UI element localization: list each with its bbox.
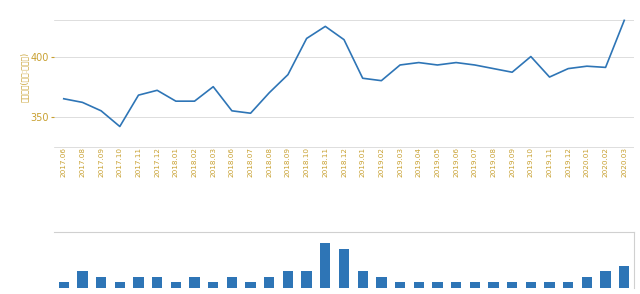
Y-axis label: 거래금액(단위:백만원): 거래금액(단위:백만원) xyxy=(20,51,29,101)
Bar xyxy=(208,283,218,288)
Bar xyxy=(545,283,555,288)
Bar xyxy=(451,283,461,288)
Bar xyxy=(77,271,88,288)
Bar xyxy=(376,277,387,288)
Bar xyxy=(413,283,424,288)
Bar xyxy=(339,249,349,288)
Bar xyxy=(96,277,106,288)
Bar xyxy=(619,265,629,288)
Bar xyxy=(264,277,275,288)
Bar xyxy=(395,283,405,288)
Bar xyxy=(152,277,163,288)
Bar xyxy=(488,283,499,288)
Bar xyxy=(171,283,181,288)
Bar xyxy=(432,283,442,288)
Bar xyxy=(133,277,143,288)
Bar xyxy=(59,283,69,288)
Bar xyxy=(358,271,368,288)
Bar xyxy=(227,277,237,288)
Bar xyxy=(115,283,125,288)
Bar xyxy=(507,283,517,288)
Bar xyxy=(320,243,330,288)
Bar xyxy=(470,283,480,288)
Bar xyxy=(600,271,611,288)
Bar xyxy=(246,283,256,288)
Bar xyxy=(189,277,200,288)
Bar xyxy=(525,283,536,288)
Bar xyxy=(582,277,592,288)
Bar xyxy=(283,271,293,288)
Bar xyxy=(301,271,312,288)
Bar xyxy=(563,283,573,288)
